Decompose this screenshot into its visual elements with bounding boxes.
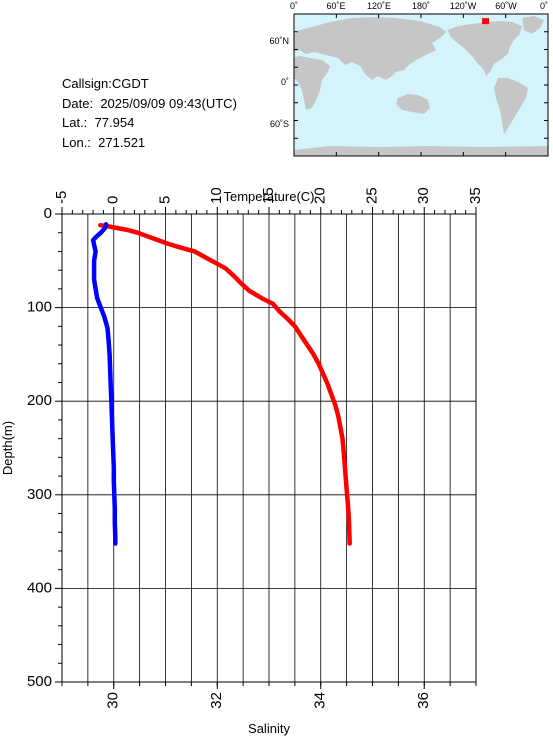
salinity-tick-label: 32: [208, 692, 225, 709]
lon-label: Lon.:: [62, 134, 91, 150]
lat-value: 77.954: [94, 115, 135, 130]
map-lon-label: 60˚W: [495, 1, 517, 11]
salinity-tick-label: 30: [105, 692, 122, 709]
series-layer: [90, 222, 352, 546]
depth-tick-label: 400: [27, 579, 52, 596]
land-south-america: [494, 78, 528, 134]
salinity-ticks: 30 32 34 36: [61, 682, 477, 709]
map-land: [294, 16, 548, 156]
land-europe-asia: [294, 17, 446, 80]
callsign-label: Callsign:: [62, 76, 112, 91]
temperature-tick-label: 35: [467, 187, 484, 204]
depth-tick-label: 500: [27, 673, 52, 690]
map-lon-label: 0˚: [540, 1, 548, 11]
map-lat-label: 0˚: [281, 77, 289, 87]
temperature-tick-label: 5: [156, 196, 173, 204]
map-lon-label: 0˚: [290, 1, 298, 11]
map-ticks: [293, 14, 549, 156]
date-label: Date:: [62, 95, 94, 111]
depth-ticks: 0 100 200 300 400 500: [27, 205, 62, 690]
depth-tick-label: 200: [27, 392, 52, 409]
map-lat-labels: 60˚N 0˚ 60˚S: [269, 36, 289, 129]
land-greenland: [522, 16, 544, 34]
callsign-value: CGDT: [111, 76, 149, 91]
lon-row: Lon.: 271.521: [62, 133, 237, 153]
date-row: Date: 2025/09/09 09:43(UTC): [62, 94, 237, 114]
map-lat-label: 60˚S: [270, 119, 289, 129]
salinity-tick-label: 34: [312, 692, 329, 709]
chart-grid: [61, 213, 477, 683]
lat-label: Lat.:: [62, 115, 88, 130]
salinity-tick-label: 36: [415, 692, 432, 709]
land-antarctica: [294, 146, 548, 156]
temperature-ticks: -5 0 5 10 15 20 25 30 35: [53, 187, 484, 214]
temperature-tick-label: 20: [312, 187, 329, 204]
date-value: 2025/09/09 09:43(UTC): [100, 95, 237, 111]
depth-tick-label: 300: [27, 486, 52, 503]
map-lon-label: 120˚E: [367, 1, 391, 11]
depth-tick-label: 0: [44, 205, 52, 222]
salinity-profile-line: [90, 222, 118, 546]
map-lon-label: 120˚W: [450, 1, 477, 11]
temperature-tick-label: 10: [208, 187, 225, 204]
temperature-profile-line: [98, 222, 352, 546]
temperature-tick-label: 30: [415, 187, 432, 204]
lon-value: 271.521: [98, 134, 146, 150]
temperature-tick-label: -5: [53, 191, 70, 204]
map-lon-label: 180˚: [412, 1, 430, 11]
callsign-row: Callsign:CGDT: [62, 74, 237, 94]
land-australia: [396, 94, 430, 114]
temperature-axis-title: Temperature(C): [223, 189, 314, 204]
map-lon-label: 60˚E: [326, 1, 345, 11]
temperature-tick-label: 15: [260, 187, 277, 204]
lat-row: Lat.: 77.954: [62, 113, 237, 133]
map-lat-label: 60˚N: [269, 36, 289, 46]
plot-frame: [61, 213, 477, 683]
temperature-tick-label: 0: [105, 196, 122, 204]
land-africa: [294, 56, 330, 110]
depth-tick-label: 100: [27, 299, 52, 316]
map-lon-labels: 0˚ 60˚E 120˚E 180˚ 120˚W 60˚W 0˚: [290, 1, 548, 11]
station-info: Callsign:CGDT Date: 2025/09/09 09:43(UTC…: [62, 74, 237, 152]
land-north-america: [448, 21, 522, 76]
salinity-axis-title: Salinity: [248, 721, 290, 736]
temperature-tick-label: 25: [363, 187, 380, 204]
station-marker: [482, 18, 490, 25]
depth-axis-title: Depth(m): [0, 421, 15, 475]
